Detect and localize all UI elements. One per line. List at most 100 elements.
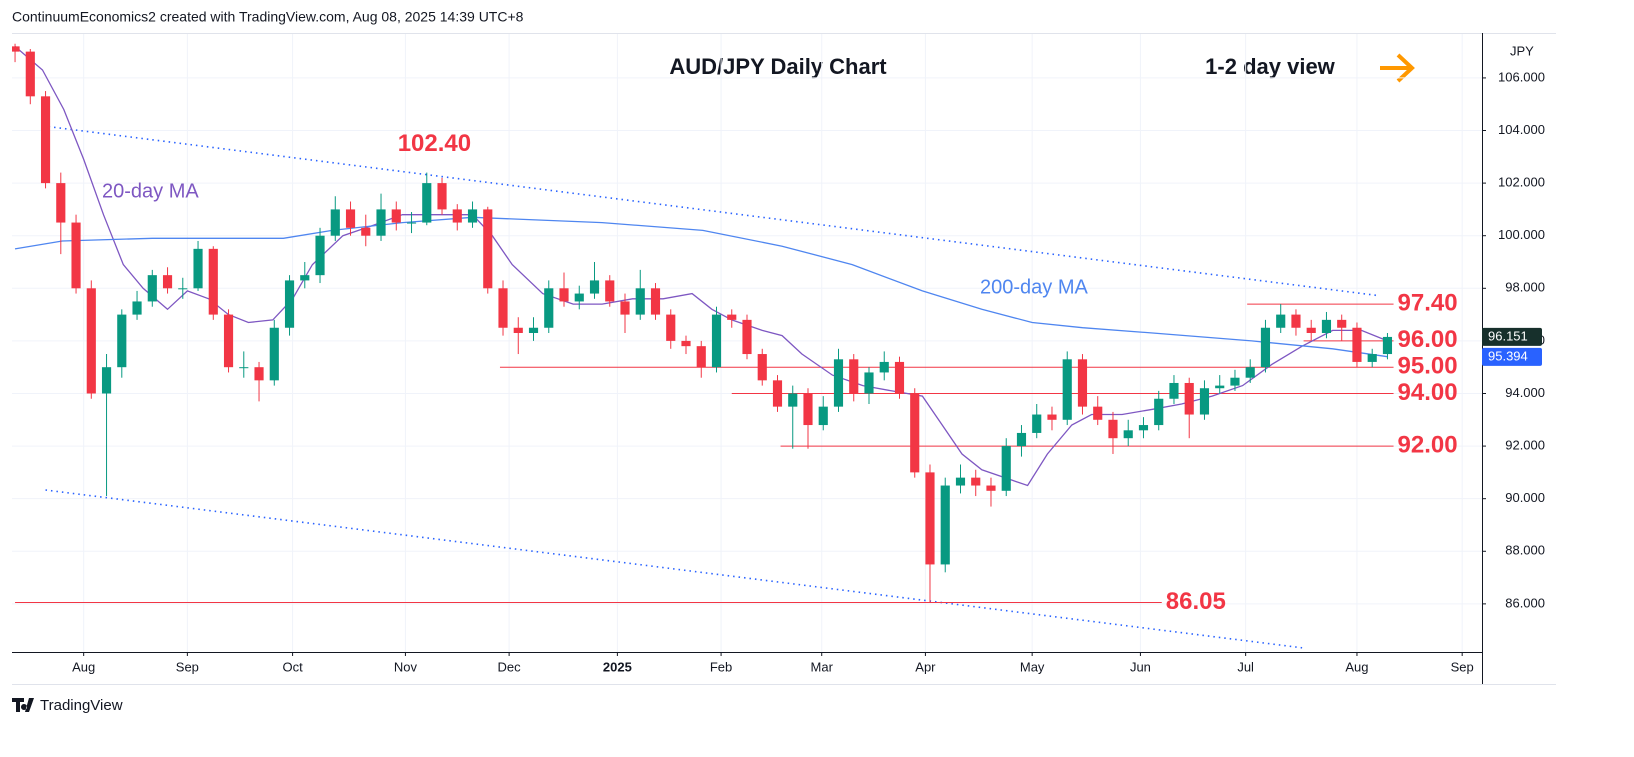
x-tick-label: Apr — [915, 659, 936, 674]
candle-body — [1352, 327, 1362, 362]
view-arrow — [1380, 53, 1415, 83]
candle-body — [254, 367, 264, 381]
y-tick-label: 104.000 — [1498, 122, 1545, 137]
candle-body — [1306, 327, 1316, 334]
logo — [12, 698, 34, 712]
candle-body — [711, 314, 722, 368]
candle-body — [574, 293, 584, 302]
candle-body — [864, 372, 874, 394]
candle-body — [300, 275, 310, 281]
candle-body — [117, 314, 127, 368]
candle-body — [40, 96, 51, 184]
candle-body — [1215, 385, 1225, 389]
candle-body — [1199, 388, 1210, 415]
candle-body — [162, 275, 173, 289]
y-tick-label: 106.000 — [1498, 69, 1545, 84]
candle-body — [635, 288, 645, 315]
y-tick-label: 94.000 — [1505, 385, 1545, 400]
candle-body — [1062, 359, 1072, 420]
candle-body — [833, 359, 844, 407]
candle-body — [269, 327, 279, 381]
candle-body — [330, 209, 340, 236]
price-tag — [1482, 347, 1542, 366]
header: ContinuumEconomics2 created with Trading… — [12, 9, 524, 25]
candle-body — [1321, 319, 1332, 334]
candle-body — [376, 209, 386, 236]
candle-body — [1276, 314, 1286, 328]
candle-body — [879, 361, 889, 373]
candle-body — [925, 472, 935, 565]
candle-body — [559, 288, 569, 302]
candle-body — [147, 275, 157, 302]
candle-body — [1291, 314, 1301, 328]
x-tick-label: Oct — [282, 659, 303, 674]
x-tick-label: May — [1020, 659, 1045, 674]
candle-body — [1154, 398, 1164, 426]
candle-body — [940, 485, 950, 565]
candle-body — [86, 288, 96, 394]
candle-body — [788, 393, 798, 407]
moving-average — [14, 45, 1388, 487]
x-tick-label: Jul — [1237, 659, 1254, 674]
y-tick-label: 88.000 — [1505, 543, 1545, 558]
y-tick-label: 92.000 — [1505, 438, 1545, 453]
candle-body — [284, 280, 295, 328]
candle-body — [971, 477, 981, 486]
candle-body — [361, 227, 371, 236]
candle-body — [772, 380, 783, 407]
annotation: 102.40 — [398, 130, 471, 157]
candle-body — [56, 183, 66, 223]
candle-body — [467, 209, 478, 223]
x-tick-label: 2025 — [603, 659, 632, 674]
candle-body — [1337, 319, 1347, 328]
price-tag-label: 95.394 — [1488, 348, 1528, 363]
ma-label: 200-day MA — [980, 276, 1088, 298]
candle-body — [666, 314, 676, 341]
candle-body — [986, 485, 996, 491]
candle-body — [955, 477, 966, 486]
candle-body — [818, 406, 828, 426]
x-tick-label: Aug — [72, 659, 95, 674]
footer: TradingView — [40, 697, 123, 714]
x-tick-label: Mar — [811, 659, 834, 674]
x-tick-label: Sep — [1451, 659, 1474, 674]
y-axis-label: JPY — [1510, 43, 1534, 58]
candle-body — [803, 393, 813, 426]
candle-body — [345, 209, 356, 228]
trendline — [45, 489, 1303, 649]
candle-body — [727, 314, 737, 320]
candle-body — [1108, 419, 1118, 439]
candle-body — [1169, 382, 1179, 399]
y-tick-label: 102.000 — [1498, 175, 1545, 190]
y-tick-label: 86.000 — [1505, 595, 1545, 610]
candle-body — [1382, 336, 1393, 355]
candle-body — [422, 183, 432, 223]
level-label: 97.40 — [1398, 289, 1458, 316]
candle-body — [239, 367, 249, 369]
x-tick-label: Jun — [1130, 659, 1151, 674]
candle-body — [1245, 367, 1255, 378]
x-tick-label: Nov — [394, 659, 418, 674]
y-tick-label: 90.000 — [1505, 490, 1545, 505]
x-tick-label: Dec — [498, 659, 522, 674]
candle-body — [1001, 446, 1011, 491]
price-tag — [1482, 327, 1542, 346]
candle-body — [132, 301, 142, 315]
y-tick-label: 98.000 — [1505, 280, 1545, 295]
candle-body — [620, 301, 630, 315]
price-tag-label: 96.151 — [1488, 328, 1528, 343]
candle-body — [1138, 425, 1149, 431]
candle-body — [681, 340, 691, 347]
candle-body — [1093, 406, 1103, 420]
candle-body — [742, 319, 752, 355]
level-label: 96.00 — [1398, 326, 1458, 353]
candle-body — [605, 280, 615, 302]
candle-body — [483, 209, 493, 289]
candle-body — [757, 354, 767, 381]
candle-body — [391, 209, 401, 223]
plot — [12, 34, 1482, 652]
x-tick-label: Aug — [1345, 659, 1368, 674]
candle-body — [1123, 430, 1133, 439]
subtitle: 1-2 day view — [1205, 54, 1336, 79]
